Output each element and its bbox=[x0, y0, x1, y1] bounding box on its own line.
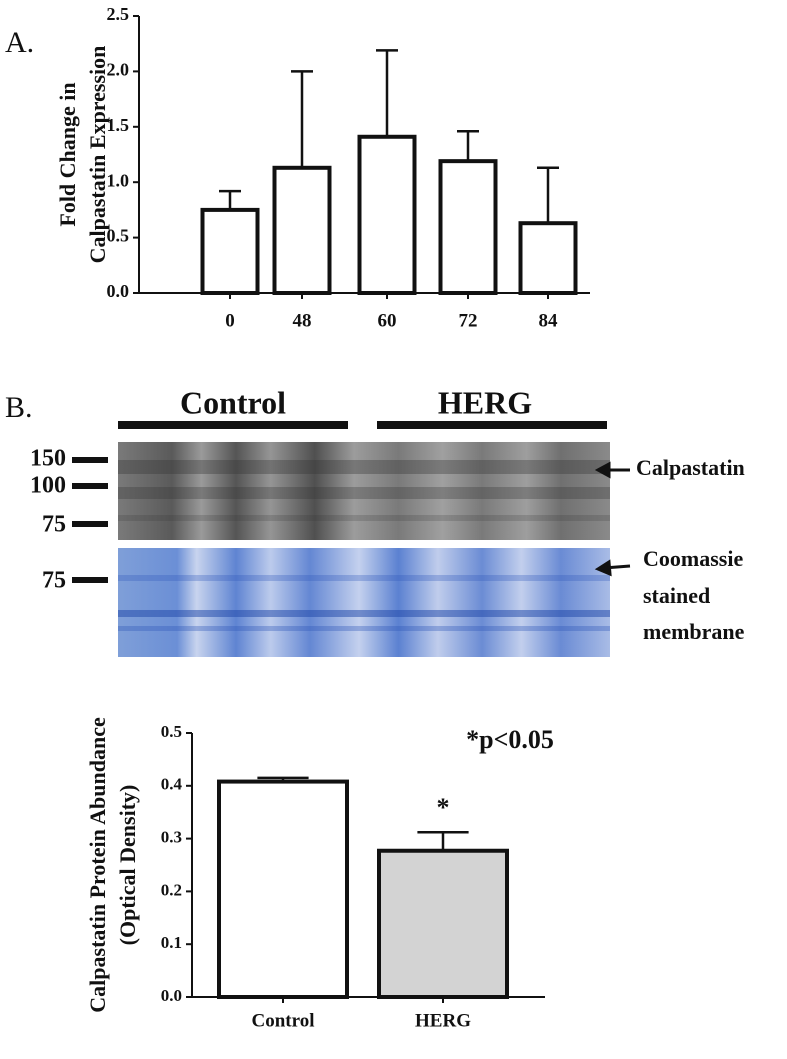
y-tick-label: 1.5 bbox=[107, 115, 130, 135]
bar bbox=[200, 207, 260, 295]
y-tick-label: 0.3 bbox=[161, 828, 182, 847]
panel-label: A. bbox=[5, 26, 34, 59]
membrane-label: membrane bbox=[643, 619, 745, 644]
y-tick-label: 0.2 bbox=[161, 880, 182, 899]
x-tick-label: Control bbox=[252, 1010, 315, 1031]
bar bbox=[518, 221, 578, 295]
y-tick-label: 2.5 bbox=[107, 4, 130, 24]
arrows bbox=[594, 461, 631, 577]
panel-label: B. bbox=[5, 391, 33, 424]
x-tick-label: 48 bbox=[293, 310, 312, 331]
y-axis-label: Calpastatin Expression bbox=[85, 46, 110, 264]
x-tick-label: 72 bbox=[459, 310, 478, 331]
y-tick-label: 2.0 bbox=[107, 60, 130, 80]
y-tick-label: 0.4 bbox=[161, 775, 183, 794]
marker-label: 75 bbox=[42, 568, 66, 594]
bar bbox=[377, 848, 509, 1000]
x-tick-label: HERG bbox=[415, 1010, 471, 1031]
band-label: Calpastatin bbox=[636, 455, 745, 480]
marker-ticks bbox=[72, 457, 108, 583]
x-tick-label: 0 bbox=[225, 310, 235, 331]
bar bbox=[217, 779, 349, 999]
coomassie-membrane bbox=[118, 548, 610, 657]
group-label: HERG bbox=[438, 384, 532, 420]
significance-mark: * bbox=[437, 793, 450, 822]
marker-label: 75 bbox=[42, 512, 66, 538]
western-blot bbox=[118, 442, 610, 540]
y-tick-label: 0.5 bbox=[161, 722, 182, 741]
y-tick-label: 0.5 bbox=[107, 226, 130, 246]
y-tick-label: 0.1 bbox=[161, 933, 182, 952]
membrane-label: stained bbox=[643, 583, 710, 608]
bar bbox=[357, 134, 417, 295]
bar bbox=[438, 159, 498, 295]
bar bbox=[272, 165, 332, 296]
y-axis-label: Fold Change in bbox=[55, 82, 80, 226]
y-tick-label: 0.0 bbox=[107, 281, 130, 301]
y-axis-label: (Optical Density) bbox=[115, 785, 140, 946]
annotation: *p<0.05 bbox=[466, 725, 554, 754]
x-tick-label: 84 bbox=[539, 310, 559, 331]
y-axis-label: Calpastatin Protein Abundance bbox=[85, 717, 110, 1013]
membrane-label: Coomassie bbox=[643, 546, 743, 571]
group-bar bbox=[377, 421, 607, 429]
x-tick-label: 60 bbox=[378, 310, 397, 331]
marker-label: 100 bbox=[30, 473, 66, 499]
group-label: Control bbox=[180, 384, 286, 420]
y-tick-label: 0.0 bbox=[161, 986, 182, 1005]
marker-label: 150 bbox=[30, 446, 66, 472]
group-bar bbox=[118, 421, 348, 429]
y-tick-label: 1.0 bbox=[107, 170, 130, 190]
